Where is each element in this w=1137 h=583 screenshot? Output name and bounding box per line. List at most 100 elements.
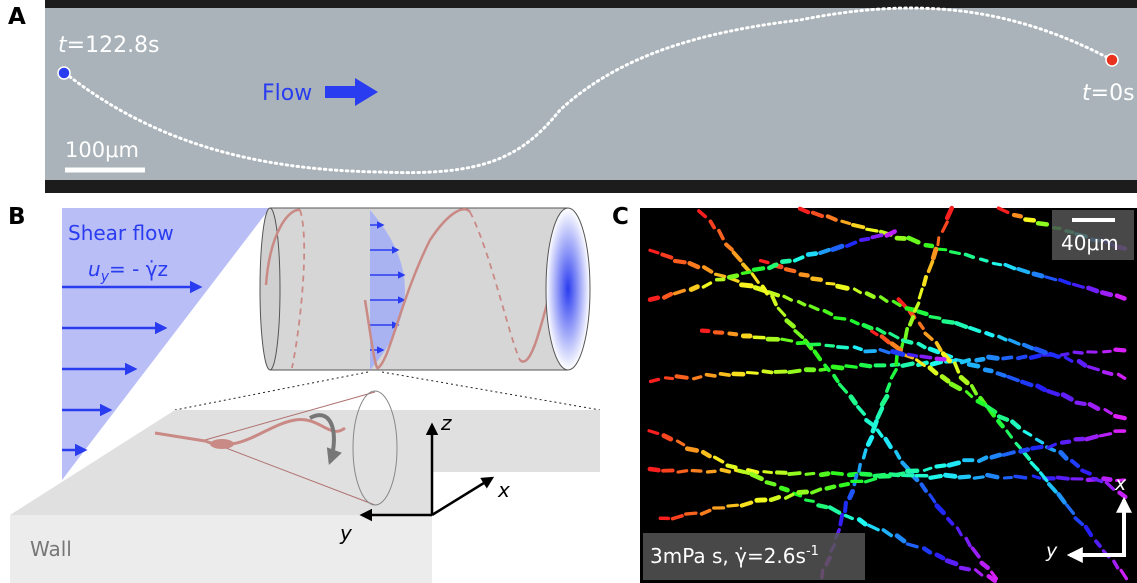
track-segment (1021, 450, 1028, 452)
track-segment (989, 357, 998, 358)
page: {"panel_a": {"label": "A", "time_start":… (0, 0, 1137, 583)
track-segment (981, 259, 987, 261)
superscript: -1 (806, 544, 819, 559)
track-segment (1115, 416, 1124, 418)
track-segment (754, 268, 763, 269)
track-segment (868, 437, 872, 444)
track-segment (924, 468, 931, 470)
track-segment (1034, 274, 1042, 276)
track-segment (1033, 476, 1039, 478)
track-segment (812, 279, 820, 280)
track-segment (665, 378, 672, 379)
time-label: t=122.8s (58, 33, 160, 58)
track-segment (918, 312, 926, 314)
track-segment (910, 317, 913, 324)
track-segment (1050, 354, 1059, 357)
track-segment (841, 484, 848, 485)
track-segment (987, 475, 997, 477)
track-segment (687, 449, 696, 451)
track-segment (974, 477, 983, 478)
track-segment (1036, 349, 1046, 353)
track-segment (801, 274, 808, 275)
track-segment (962, 360, 969, 362)
track-segment (938, 238, 939, 245)
track-segment (969, 364, 978, 366)
track-segment (1032, 447, 1041, 448)
track-segment (721, 374, 730, 375)
track-segment (1104, 479, 1111, 480)
track-segment (729, 276, 737, 278)
cylinder-body (270, 208, 568, 370)
track-segment (767, 482, 775, 484)
track-segment (1014, 215, 1021, 216)
track-segment (1004, 452, 1014, 455)
time-label: t=0s (1082, 81, 1135, 106)
track-segment (1088, 288, 1097, 291)
track-segment (938, 249, 946, 250)
micrograph (45, 8, 1137, 180)
track-segment (867, 229, 877, 231)
track-segment (977, 359, 984, 360)
track-segment (986, 333, 992, 335)
track-segment (833, 367, 842, 368)
velocity-formula: uy= - γ̇z (88, 257, 168, 285)
track-segment (926, 245, 932, 246)
track-segment (789, 473, 799, 474)
axis-label: x (1114, 473, 1127, 495)
track-segment (930, 476, 940, 478)
track-segment (936, 465, 944, 466)
panel-label: B (8, 204, 26, 230)
track-segment (782, 339, 792, 341)
track-segment (742, 285, 752, 286)
track-segment (706, 375, 714, 376)
track-segment (932, 362, 941, 364)
track-segment (942, 377, 948, 381)
track-segment (786, 269, 795, 271)
track-segment (1104, 351, 1111, 352)
track-segment (1104, 372, 1112, 374)
track-segment (818, 505, 826, 507)
track-segment (686, 513, 696, 514)
track-segment (833, 246, 842, 249)
track-segment (1018, 357, 1025, 359)
track-segment (1087, 436, 1097, 439)
track-segment (1022, 382, 1031, 385)
track-segment (769, 265, 776, 268)
track-segment (867, 293, 874, 296)
track-segment (961, 568, 969, 570)
track-segment (821, 474, 828, 475)
track-segment (708, 471, 715, 472)
track-segment (808, 254, 816, 255)
condition-label: 3mPa s, γ̇=2.6s-1 (650, 544, 819, 568)
wall-front (10, 515, 432, 583)
track-segment (835, 318, 845, 319)
track-segment (985, 370, 991, 371)
track-segment (908, 354, 916, 356)
zoom-line (382, 372, 600, 410)
track-segment (1117, 296, 1125, 299)
track-segment (1115, 350, 1124, 351)
symbol: u (88, 257, 101, 281)
track-segment (838, 286, 848, 288)
track-segment (921, 356, 930, 357)
shear-flow-label: Shear flow (68, 221, 174, 245)
track-segment (806, 473, 814, 474)
track-segment (763, 371, 771, 372)
start-point (58, 67, 70, 79)
track-segment (861, 239, 868, 240)
track-segment (896, 473, 904, 475)
track-segment (933, 249, 936, 258)
value: =122.8s (67, 33, 160, 58)
track-segment (873, 421, 876, 431)
track-segment (675, 261, 685, 262)
track-segment (864, 325, 872, 328)
track-segment (827, 487, 834, 489)
track-segment (650, 298, 658, 300)
track-segment (728, 505, 738, 506)
track-segment (1038, 386, 1045, 390)
track-segment (853, 225, 863, 227)
track-segment (694, 377, 701, 379)
track-segment (664, 294, 671, 297)
axis-label: y (1045, 540, 1058, 562)
track-segment (727, 466, 735, 468)
